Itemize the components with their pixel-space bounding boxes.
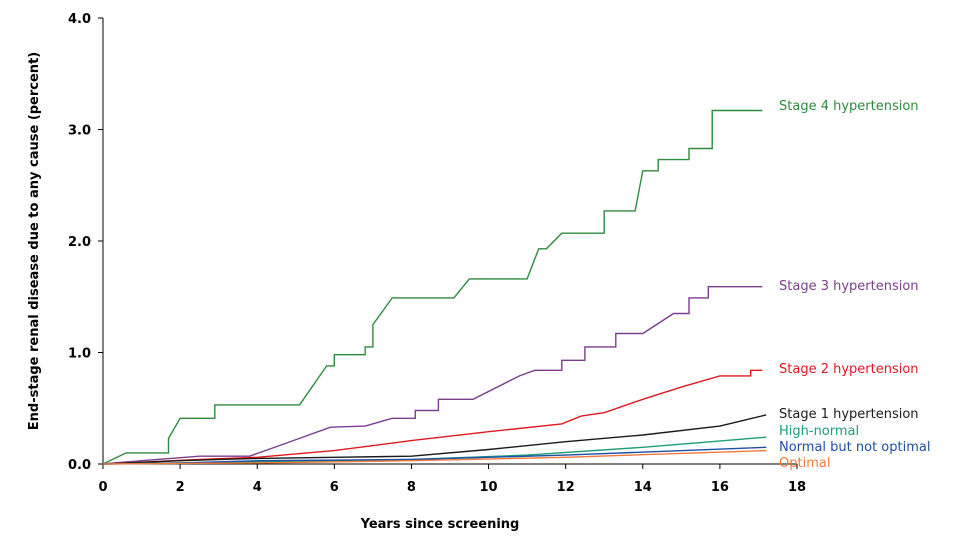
- x-ticks: 0 2 4 6 8 10 12 14 16 18: [98, 464, 806, 495]
- series-line-optimal: [102, 449, 767, 465]
- series-label-normal-but-not-optimal: Normal but not optimal: [779, 440, 930, 455]
- x-tick-label: 10: [480, 480, 498, 495]
- x-tick-label: 16: [711, 480, 729, 495]
- series-line-stage-4-hypertension: [102, 109, 763, 465]
- x-tick-label: 12: [557, 480, 575, 495]
- series-line-stage-2-hypertension: [102, 369, 763, 465]
- y-tick-label: 3.0: [68, 124, 91, 139]
- y-tick-label: 4.0: [68, 12, 91, 27]
- y-tick-label: 0.0: [68, 458, 91, 473]
- x-tick-label: 2: [176, 480, 185, 495]
- y-tick-label: 1.0: [68, 347, 91, 362]
- series-lines: [102, 109, 767, 465]
- series-label-stage-4-hypertension: Stage 4 hypertension: [779, 99, 919, 114]
- x-tick-label: 0: [98, 480, 107, 495]
- x-tick-label: 18: [788, 480, 806, 495]
- x-axis-title: Years since screening: [360, 517, 520, 532]
- series-label-optimal: Optimal: [779, 456, 830, 471]
- series-label-stage-1-hypertension: Stage 1 hypertension: [779, 407, 919, 422]
- series-line-stage-3-hypertension: [102, 286, 763, 465]
- series-label-high-normal: High-normal: [779, 424, 859, 439]
- axes: [102, 18, 797, 465]
- x-tick-label: 6: [330, 480, 339, 495]
- series-line-stage-1-hypertension: [102, 414, 767, 465]
- x-tick-label: 14: [634, 480, 652, 495]
- series-label-stage-3-hypertension: Stage 3 hypertension: [779, 279, 919, 294]
- x-tick-label: 8: [407, 480, 416, 495]
- series-label-stage-2-hypertension: Stage 2 hypertension: [779, 362, 919, 377]
- y-axis-title: End-stage renal disease due to any cause…: [27, 52, 42, 430]
- x-tick-label: 4: [253, 480, 262, 495]
- y-tick-label: 2.0: [68, 235, 91, 250]
- series-labels: Stage 4 hypertension Stage 3 hypertension…: [779, 99, 930, 471]
- y-ticks: 0.0 1.0 2.0 3.0 4.0: [68, 12, 103, 473]
